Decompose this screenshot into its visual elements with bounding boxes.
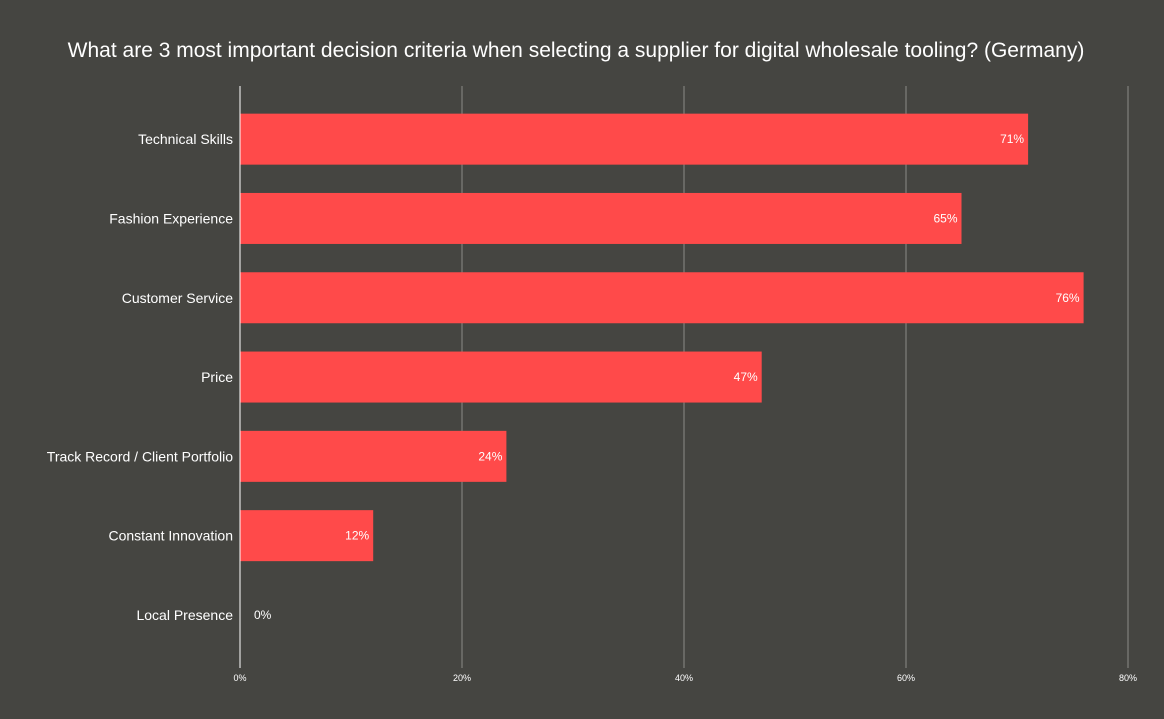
category-label: Constant Innovation — [108, 528, 233, 544]
data-label: 71% — [1000, 132, 1024, 146]
x-tick-label: 40% — [675, 673, 693, 683]
bar — [240, 113, 1029, 165]
category-label: Fashion Experience — [109, 210, 233, 226]
x-tick-label: 60% — [897, 673, 915, 683]
data-label: 24% — [478, 449, 502, 463]
category-label: Price — [201, 369, 233, 385]
bar — [240, 272, 1084, 324]
bar — [240, 192, 962, 244]
data-label: 76% — [1056, 291, 1080, 305]
bar — [240, 430, 507, 482]
category-label: Local Presence — [136, 607, 233, 623]
bar — [240, 351, 762, 403]
x-tick-label: 0% — [233, 673, 246, 683]
value-labels: 71% 65% 76% 47% 24% 12% 0% — [254, 132, 1080, 622]
x-axis-tick-labels: 0% 20% 40% 60% 80% — [233, 673, 1137, 683]
category-label: Track Record / Client Portfolio — [47, 448, 233, 464]
x-tick-label: 80% — [1119, 673, 1137, 683]
category-labels: Technical Skills Fashion Experience Custom… — [47, 131, 233, 623]
data-label: 12% — [345, 529, 369, 543]
data-label: 47% — [734, 370, 758, 384]
bars — [240, 113, 1084, 562]
data-label: 65% — [933, 211, 957, 225]
bar — [240, 510, 374, 562]
category-label: Technical Skills — [138, 131, 233, 147]
chart-title: What are 3 most important decision crite… — [68, 39, 1085, 62]
data-label: 0% — [254, 608, 272, 622]
category-label: Customer Service — [122, 290, 233, 306]
x-tick-label: 20% — [453, 673, 471, 683]
